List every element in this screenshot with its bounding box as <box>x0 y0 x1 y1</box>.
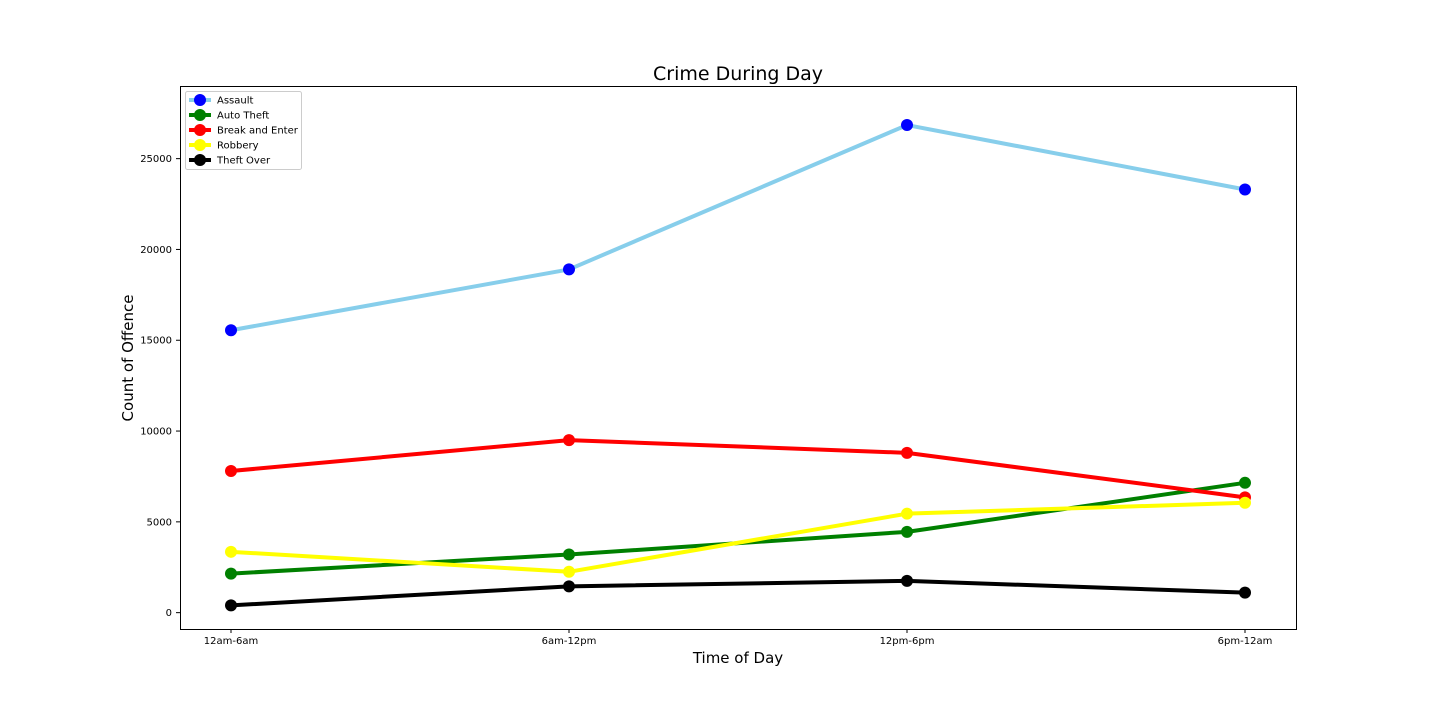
series-line <box>230 438 1246 500</box>
data-point <box>901 446 913 459</box>
series-theft-over <box>225 574 1251 612</box>
legend-item: Assault <box>189 94 254 107</box>
data-point <box>563 263 575 276</box>
data-point <box>901 574 913 587</box>
x-tick-label: 12am-6am <box>204 636 258 647</box>
data-point <box>901 119 913 132</box>
legend-marker-swatch <box>194 124 206 136</box>
legend-label: Break and Enter <box>217 126 299 137</box>
data-point <box>563 548 575 561</box>
data-point <box>901 525 913 538</box>
data-point <box>1239 496 1251 509</box>
series-break-and-enter <box>225 434 1251 504</box>
y-tick-label: 25000 <box>140 154 172 165</box>
y-axis: 0 5000 10000 15000 20000 25000 <box>140 154 180 619</box>
legend-item: Robbery <box>189 139 259 152</box>
data-point <box>1239 586 1251 599</box>
legend-marker-swatch <box>194 139 206 151</box>
chart-title: Crime During Day <box>653 63 823 85</box>
legend-item: Theft Over <box>189 154 271 167</box>
data-point <box>225 599 237 612</box>
series-line <box>230 578 1246 608</box>
data-point <box>563 565 575 578</box>
data-point <box>901 507 913 520</box>
legend-marker-swatch <box>194 154 206 166</box>
legend: Assault Auto Theft Break and Enter Robbery T… <box>185 91 302 170</box>
data-point <box>1239 183 1251 196</box>
x-axis: 12am-6am 6am-12pm 12pm-6pm 6pm-12am <box>204 629 1273 647</box>
x-tick-label: 6pm-12am <box>1218 636 1273 647</box>
legend-item: Break and Enter <box>189 124 299 137</box>
x-axis-title: Time of Day <box>692 649 783 667</box>
series-layer <box>225 119 1251 612</box>
data-point <box>225 567 237 580</box>
legend-box <box>185 91 302 170</box>
legend-label: Robbery <box>217 141 259 152</box>
legend-label: Auto Theft <box>217 111 269 122</box>
y-axis-title: Count of Offence <box>119 295 137 422</box>
series-line <box>230 123 1246 333</box>
data-point <box>225 465 237 478</box>
y-tick-label: 10000 <box>140 427 172 438</box>
data-point <box>225 324 237 337</box>
x-tick-label: 12pm-6pm <box>880 636 935 647</box>
y-tick-label: 0 <box>166 608 172 619</box>
series-line <box>230 500 1246 574</box>
series-robbery <box>225 496 1251 578</box>
x-tick-label: 6am-12pm <box>542 636 597 647</box>
data-point <box>563 434 575 447</box>
plot-area <box>180 86 1297 630</box>
data-point <box>1239 476 1251 489</box>
legend-label: Assault <box>217 96 254 107</box>
legend-marker-swatch <box>194 94 206 106</box>
legend-item: Auto Theft <box>189 109 269 122</box>
y-tick-label: 5000 <box>147 517 172 528</box>
data-point <box>563 580 575 593</box>
legend-label: Theft Over <box>216 156 271 167</box>
y-tick-label: 20000 <box>140 245 172 256</box>
series-assault <box>225 119 1251 337</box>
data-point <box>225 545 237 558</box>
legend-marker-swatch <box>194 109 206 121</box>
y-tick-label: 15000 <box>140 336 172 347</box>
